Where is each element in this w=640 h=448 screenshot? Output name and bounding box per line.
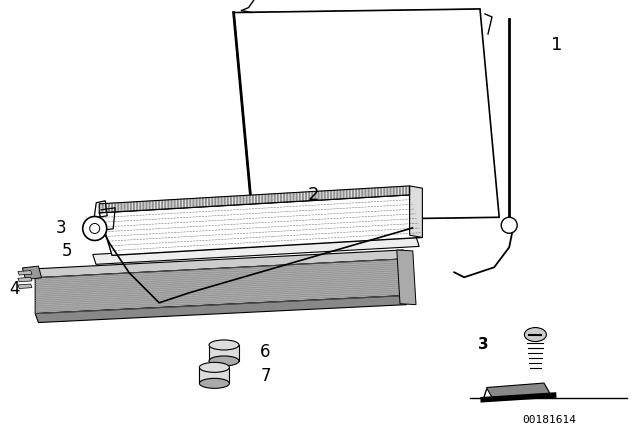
Text: 3: 3 (479, 337, 489, 352)
Polygon shape (397, 250, 416, 305)
Ellipse shape (200, 379, 229, 388)
Polygon shape (99, 186, 410, 213)
Polygon shape (22, 266, 42, 280)
Polygon shape (93, 237, 419, 264)
Polygon shape (234, 9, 499, 221)
Ellipse shape (209, 340, 239, 350)
Polygon shape (35, 259, 403, 314)
Text: 2: 2 (308, 186, 319, 204)
Text: 3: 3 (56, 220, 66, 237)
Ellipse shape (524, 327, 547, 341)
Polygon shape (18, 284, 32, 289)
Polygon shape (35, 296, 406, 323)
Polygon shape (35, 250, 403, 278)
Ellipse shape (200, 362, 229, 372)
Circle shape (501, 217, 517, 233)
Circle shape (83, 216, 107, 241)
Bar (209, 345, 239, 361)
Bar (200, 367, 229, 383)
Text: 1: 1 (551, 36, 563, 54)
Text: 00181614: 00181614 (522, 415, 576, 425)
Polygon shape (99, 195, 422, 255)
Text: 4: 4 (9, 280, 19, 298)
Text: 6: 6 (260, 343, 271, 361)
Text: 7: 7 (260, 367, 271, 385)
Polygon shape (486, 383, 550, 399)
Polygon shape (410, 186, 422, 237)
Polygon shape (18, 277, 32, 282)
Polygon shape (18, 271, 32, 275)
Text: 5: 5 (62, 242, 72, 260)
Ellipse shape (209, 356, 239, 366)
